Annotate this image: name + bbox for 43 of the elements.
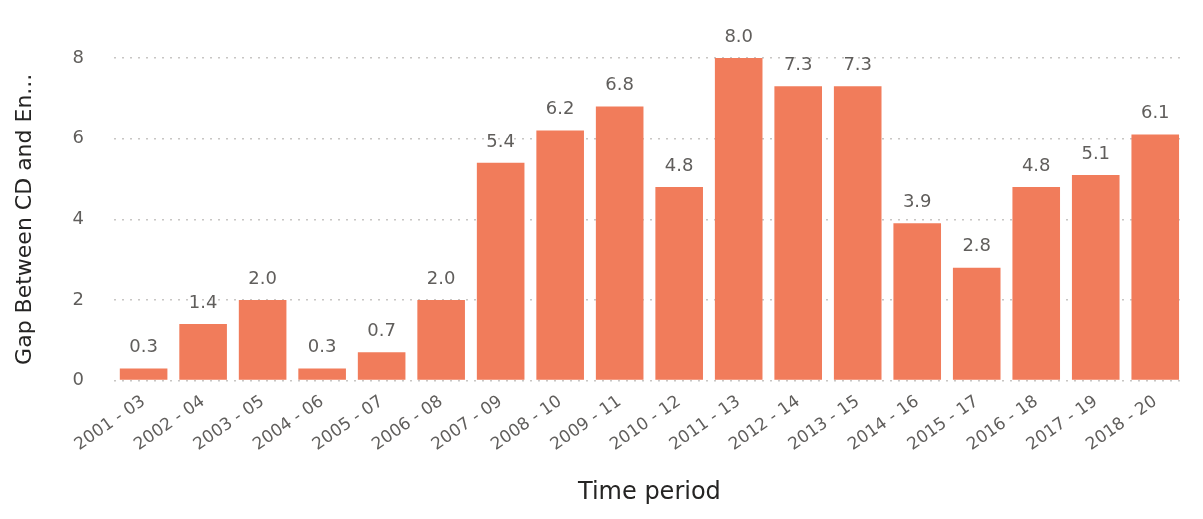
bar <box>1131 134 1180 380</box>
bar <box>655 187 703 380</box>
data-label: 5.4 <box>486 129 515 151</box>
bar <box>893 223 942 380</box>
data-label: 4.8 <box>1021 153 1051 175</box>
y-tick-label: 0 <box>72 368 84 390</box>
bar <box>1012 187 1061 380</box>
bar <box>1071 174 1120 380</box>
bar <box>238 299 287 380</box>
data-label: 8.0 <box>724 24 754 46</box>
data-label: 6.8 <box>605 73 634 95</box>
bar <box>833 86 882 380</box>
y-tick-label: 4 <box>72 206 84 228</box>
bar <box>357 352 406 380</box>
bar <box>595 106 644 380</box>
data-label: 4.8 <box>664 153 694 175</box>
bar <box>714 58 763 380</box>
data-label: 2.0 <box>248 266 277 288</box>
bar <box>774 86 822 380</box>
bar <box>417 299 465 380</box>
data-label: 6.1 <box>1140 101 1170 123</box>
y-axis-title: Gap Between CD and En... <box>10 73 36 365</box>
bar <box>476 162 525 380</box>
bar <box>119 368 168 380</box>
bar <box>179 324 227 380</box>
data-label: 7.3 <box>783 52 813 74</box>
bar <box>298 368 346 380</box>
y-tick-label: 6 <box>72 126 84 148</box>
bar <box>536 130 584 380</box>
x-axis-title: Time period <box>577 476 721 505</box>
data-label: 2.0 <box>426 266 456 288</box>
data-label: 3.9 <box>902 189 932 211</box>
data-label: 0.3 <box>307 335 337 357</box>
bar <box>952 267 1001 380</box>
data-label: 5.1 <box>1081 141 1111 163</box>
data-label: 7.3 <box>843 52 873 74</box>
data-label: 6.2 <box>545 97 575 119</box>
data-label: 2.8 <box>962 234 992 256</box>
data-label: 0.7 <box>367 319 396 340</box>
y-tick-label: 2 <box>72 287 84 309</box>
data-label: 1.4 <box>188 290 218 312</box>
y-tick-label: 8 <box>72 45 84 67</box>
data-label: 0.3 <box>129 335 158 357</box>
